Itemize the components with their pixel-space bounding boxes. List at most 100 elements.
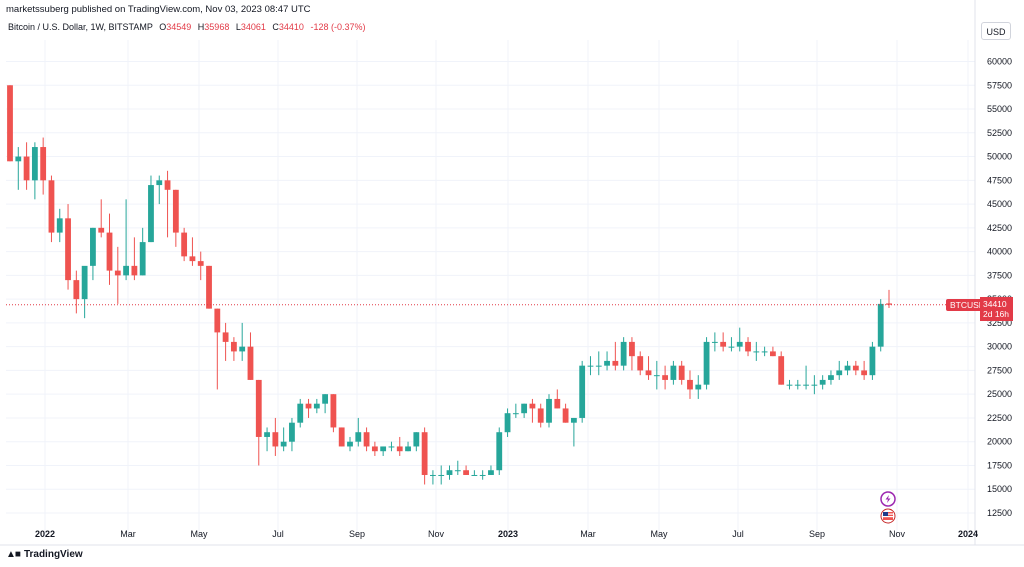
y-tick-label: 22500 <box>987 413 1012 423</box>
candle <box>338 427 345 447</box>
y-tick-label: 15000 <box>987 484 1012 494</box>
x-tick-label: 2023 <box>498 529 518 539</box>
time-axis: 2022 Mar May Jul Sep Nov 2023 Mar May Jul Sep Nov 20… <box>0 529 1024 546</box>
candle <box>811 375 818 395</box>
candle <box>562 403 569 423</box>
candle <box>463 465 469 475</box>
candle <box>438 465 445 485</box>
candle <box>347 436 353 452</box>
candle <box>496 427 503 475</box>
y-tick-label: 57500 <box>987 80 1012 90</box>
candle <box>852 360 859 376</box>
candle <box>313 398 320 414</box>
candle <box>761 346 768 357</box>
candle <box>711 332 718 352</box>
candle <box>214 308 221 390</box>
x-tick-label: Sep <box>349 529 365 539</box>
candle <box>745 337 751 357</box>
candle <box>322 394 329 414</box>
candle <box>537 403 544 428</box>
candle <box>355 417 362 447</box>
x-tick-label: Mar <box>580 529 596 539</box>
y-tick-label: 52500 <box>987 128 1012 138</box>
y-tick-label: 25000 <box>987 389 1012 399</box>
candle <box>23 142 30 190</box>
candle <box>430 470 436 485</box>
candle <box>736 327 743 352</box>
candle <box>264 427 270 452</box>
candle <box>512 403 519 418</box>
candle <box>653 360 660 390</box>
candle <box>139 227 146 276</box>
y-tick-label: 17500 <box>987 460 1012 470</box>
footer-brand[interactable]: ▲■ TradingView <box>6 549 83 560</box>
y-tick-label: 45000 <box>987 199 1012 209</box>
candle <box>554 389 561 409</box>
candle <box>222 322 229 361</box>
candle <box>803 365 809 390</box>
candle <box>794 379 801 390</box>
candle <box>504 408 511 437</box>
us-flag-event-icon[interactable] <box>880 508 896 524</box>
x-tick-label: Jul <box>272 529 284 539</box>
candle <box>861 360 868 380</box>
candle <box>670 360 677 385</box>
lightning-event-icon[interactable] <box>880 491 896 507</box>
y-tick-label: 37500 <box>987 270 1012 280</box>
open-label: O <box>159 22 167 32</box>
candle <box>446 465 453 480</box>
candle <box>629 337 635 371</box>
x-tick-label: Mar <box>120 529 136 539</box>
close-label: C <box>272 22 279 32</box>
candle <box>172 189 179 247</box>
y-tick-label: 40000 <box>987 247 1012 257</box>
x-tick-label: May <box>190 529 208 539</box>
ohlc-legend: Bitcoin / U.S. Dollar, 1W, BITSTAMP O345… <box>8 22 365 32</box>
candle <box>687 370 693 399</box>
y-tick-label: 42500 <box>987 223 1012 233</box>
candle <box>695 375 702 399</box>
candle <box>546 394 552 428</box>
candle <box>720 332 727 352</box>
candle <box>753 341 760 361</box>
candle <box>869 341 876 380</box>
currency-button[interactable]: USD <box>981 22 1011 40</box>
candle <box>662 365 669 390</box>
countdown-value: 2d 16h <box>983 309 1009 319</box>
y-tick-label: 60000 <box>987 57 1012 67</box>
candle <box>106 213 113 285</box>
candle <box>98 199 105 238</box>
candle <box>230 337 237 361</box>
change-value: -128 (-0.37%) <box>310 22 366 32</box>
candle <box>164 170 171 238</box>
last-price-value: 34410 <box>983 299 1007 309</box>
candle <box>678 360 685 385</box>
candle <box>405 441 411 452</box>
candle <box>770 346 776 357</box>
candle <box>189 237 196 266</box>
candle <box>836 360 843 380</box>
candle <box>877 299 884 352</box>
y-tick-label: 30000 <box>987 342 1012 352</box>
last-price-tag: 34410 2d 16h <box>980 297 1013 321</box>
candle <box>595 351 602 376</box>
brand-label: TradingView <box>23 549 83 560</box>
candle <box>388 441 395 452</box>
y-tick-label: 47500 <box>987 175 1012 185</box>
candle <box>206 265 212 309</box>
candle <box>156 175 163 205</box>
candle <box>181 227 188 262</box>
candle <box>56 208 63 243</box>
ticker-tag: BTCUSD <box>946 299 989 311</box>
candle <box>148 175 154 243</box>
candle <box>197 251 204 281</box>
candle <box>645 356 652 380</box>
candle <box>31 142 38 200</box>
candle <box>612 341 619 371</box>
candle <box>786 379 793 390</box>
symbol-name[interactable]: Bitcoin / U.S. Dollar, 1W, BITSTAMP <box>8 22 153 32</box>
low-value: 34061 <box>240 22 266 32</box>
candle <box>48 175 55 243</box>
candle <box>778 351 785 385</box>
